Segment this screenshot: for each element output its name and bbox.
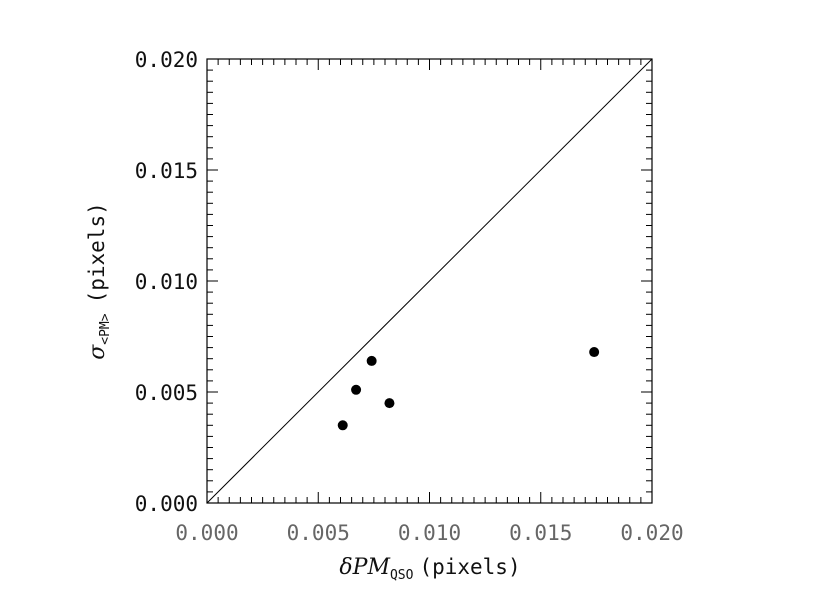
scatter-point (384, 398, 395, 409)
x-axis-label: δPMQSO (pixels) (339, 555, 520, 583)
x-axis-subscript: QSO (390, 568, 414, 583)
x-axis-symbol: δPM (339, 555, 390, 580)
plot-frame (206, 58, 653, 504)
x-tick-label: 0.015 (509, 521, 572, 545)
x-axis-unit: (pixels) (419, 555, 520, 579)
y-tick-label: 0.015 (135, 159, 198, 183)
scatter-point (589, 347, 600, 358)
x-tick-label: 0.020 (620, 521, 683, 545)
x-tick-label: 0.005 (287, 521, 350, 545)
identity-reference-line (206, 58, 653, 504)
y-axis-subscript: <PM> (98, 313, 113, 344)
y-axis-label: σ<PM> (pixels) (85, 202, 113, 360)
y-axis-unit: (pixels) (85, 202, 109, 303)
x-tick-label: 0.010 (398, 521, 461, 545)
y-tick-labels: 0.000 0.005 0.010 0.015 0.020 (135, 48, 198, 516)
y-tick-label: 0.005 (135, 381, 198, 405)
scatter-point (351, 384, 362, 395)
y-tick-label: 0.000 (135, 492, 198, 516)
x-tick-label: 0.000 (175, 521, 238, 545)
y-axis-symbol: σ (85, 344, 110, 360)
scatter-point (337, 420, 348, 431)
y-tick-label: 0.020 (135, 48, 198, 72)
x-tick-labels: 0.000 0.005 0.010 0.015 0.020 (175, 521, 683, 545)
data-points (337, 347, 600, 431)
scatter-point (366, 355, 377, 366)
minor-ticks (207, 59, 652, 503)
y-tick-label: 0.010 (135, 270, 198, 294)
